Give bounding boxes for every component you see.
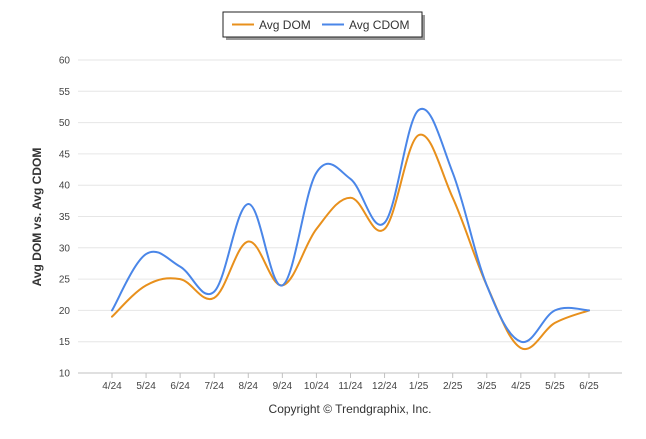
x-tick-label: 12/24	[372, 381, 397, 392]
y-tick-label: 15	[59, 337, 71, 348]
y-tick-label: 60	[59, 56, 71, 67]
x-tick-label: 3/25	[477, 381, 497, 392]
legend: Avg DOM Avg CDOM	[222, 11, 425, 40]
x-tick-label: 6/25	[579, 381, 599, 392]
y-axis-title: Avg DOM vs. Avg CDOM	[30, 148, 44, 287]
y-tick-label: 25	[59, 275, 71, 286]
x-tick-label: 7/24	[204, 381, 224, 392]
x-tick-label: 2/25	[443, 381, 463, 392]
y-tick-label: 20	[59, 306, 71, 317]
x-tick-label: 5/25	[545, 381, 565, 392]
y-tick-label: 45	[59, 149, 71, 160]
x-tick-label: 4/24	[102, 381, 122, 392]
y-tick-label: 40	[59, 181, 71, 192]
x-tick-label: 11/24	[338, 381, 363, 392]
legend-label: Avg DOM	[259, 18, 311, 32]
legend-label: Avg CDOM	[349, 18, 409, 32]
x-tick-label: 6/24	[170, 381, 190, 392]
x-tick-label: 4/25	[511, 381, 531, 392]
x-tick-label: 10/24	[304, 381, 329, 392]
grid	[78, 59, 622, 374]
x-tick-label: 9/24	[273, 381, 293, 392]
y-tick-label: 55	[59, 87, 71, 98]
copyright-footer: Copyright © Trendgraphix, Inc.	[269, 402, 432, 416]
x-tick-label: 5/24	[136, 381, 156, 392]
x-tick-label: 1/25	[409, 381, 429, 392]
series	[111, 107, 590, 351]
x-tick-label: 8/24	[239, 381, 259, 392]
y-tick-label: 35	[59, 212, 71, 223]
y-tick-label: 10	[59, 369, 71, 380]
series-line-avg-cdom	[111, 107, 590, 343]
axes: 10 15 20 25 30 35 40 45 50 55 60 4/24 5/24 6/24 7/24 8/…	[59, 56, 599, 393]
series-line-avg-dom	[111, 133, 590, 351]
y-tick-label: 50	[59, 118, 71, 129]
y-tick-label: 30	[59, 243, 71, 254]
